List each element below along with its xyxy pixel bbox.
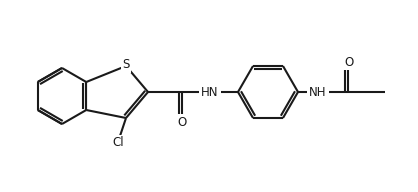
Text: HN: HN bbox=[201, 85, 219, 98]
Text: O: O bbox=[344, 55, 354, 69]
Text: O: O bbox=[177, 116, 186, 128]
Text: S: S bbox=[122, 59, 130, 71]
Text: NH: NH bbox=[309, 85, 327, 98]
Text: Cl: Cl bbox=[112, 137, 124, 150]
